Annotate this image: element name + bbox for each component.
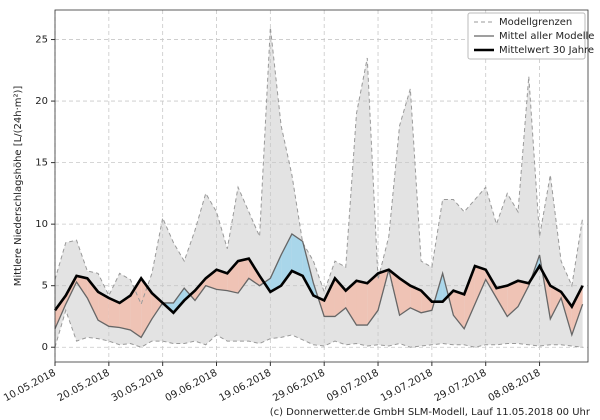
x-tick-label: 09.07.2018 — [325, 368, 381, 405]
legend-label: Modellgrenzen — [499, 17, 572, 28]
difference-area — [324, 278, 335, 317]
y-axis-label: Mittlere Niederschlagshöhe [L/(24h·m²)] — [13, 86, 24, 287]
difference-area — [367, 273, 379, 326]
y-tick-label: 25 — [35, 35, 48, 46]
plot-frame — [54, 9, 589, 363]
x-tick-label: 10.05.2018 — [2, 368, 58, 405]
x-tick-label: 30.05.2018 — [110, 368, 166, 405]
difference-area — [345, 280, 357, 326]
difference-area — [270, 254, 282, 292]
difference-area — [205, 269, 217, 290]
difference-area — [55, 295, 66, 329]
y-tick-label: 10 — [35, 219, 48, 230]
y-tick-label: 0 — [42, 342, 48, 353]
difference-area — [496, 285, 508, 317]
difference-area — [227, 261, 239, 294]
difference-area — [151, 293, 163, 319]
difference-area — [507, 280, 519, 317]
difference-area — [108, 298, 120, 328]
difference-area — [194, 278, 206, 301]
difference-area — [474, 266, 486, 305]
x-tick-label: 08.08.2018 — [487, 368, 543, 405]
difference-area — [173, 288, 185, 313]
difference-area — [571, 285, 583, 335]
difference-area — [76, 275, 88, 298]
x-tick-label: 19.07.2018 — [379, 368, 435, 405]
lower-bound-line — [54, 308, 583, 348]
x-tick-label: 20.05.2018 — [56, 368, 112, 405]
x-tick-label: 29.06.2018 — [271, 368, 327, 405]
difference-area — [550, 285, 562, 319]
x-tick-label: 19.06.2018 — [217, 368, 273, 405]
x-tick-label: 29.07.2018 — [433, 368, 489, 405]
upper-bound-line — [54, 27, 584, 306]
difference-area — [248, 258, 260, 286]
y-tick-label: 20 — [35, 96, 48, 107]
legend-label: Mittel aller Modelle — [499, 31, 594, 42]
y-tick-label: 15 — [35, 158, 48, 169]
footer: (c) Donnerwetter.de GmbH SLM-Modell, Lau… — [270, 407, 591, 418]
difference-area — [399, 278, 411, 316]
difference-area — [453, 290, 465, 329]
difference-area — [410, 285, 422, 313]
difference-area — [216, 269, 228, 291]
legend: Modellgrenzen Mittel aller Modelle Mittelw… — [467, 12, 594, 60]
model-mean-line — [54, 233, 584, 339]
difference-area — [302, 241, 314, 296]
difference-area — [98, 291, 109, 327]
model-range-band — [55, 27, 583, 348]
legend-label: Mittelwert 30 Jahre — [499, 45, 594, 56]
difference-area — [238, 258, 249, 294]
legend-box — [467, 12, 586, 60]
x-tick-label: 09.06.2018 — [164, 368, 220, 405]
difference-area — [356, 280, 368, 326]
y-tick-label: 5 — [42, 281, 48, 292]
difference-area — [421, 290, 432, 313]
difference-area — [464, 266, 475, 329]
difference-area — [291, 234, 303, 276]
difference-area — [119, 295, 131, 330]
plot-area — [53, 10, 588, 362]
climate-mean-line — [53, 257, 584, 315]
